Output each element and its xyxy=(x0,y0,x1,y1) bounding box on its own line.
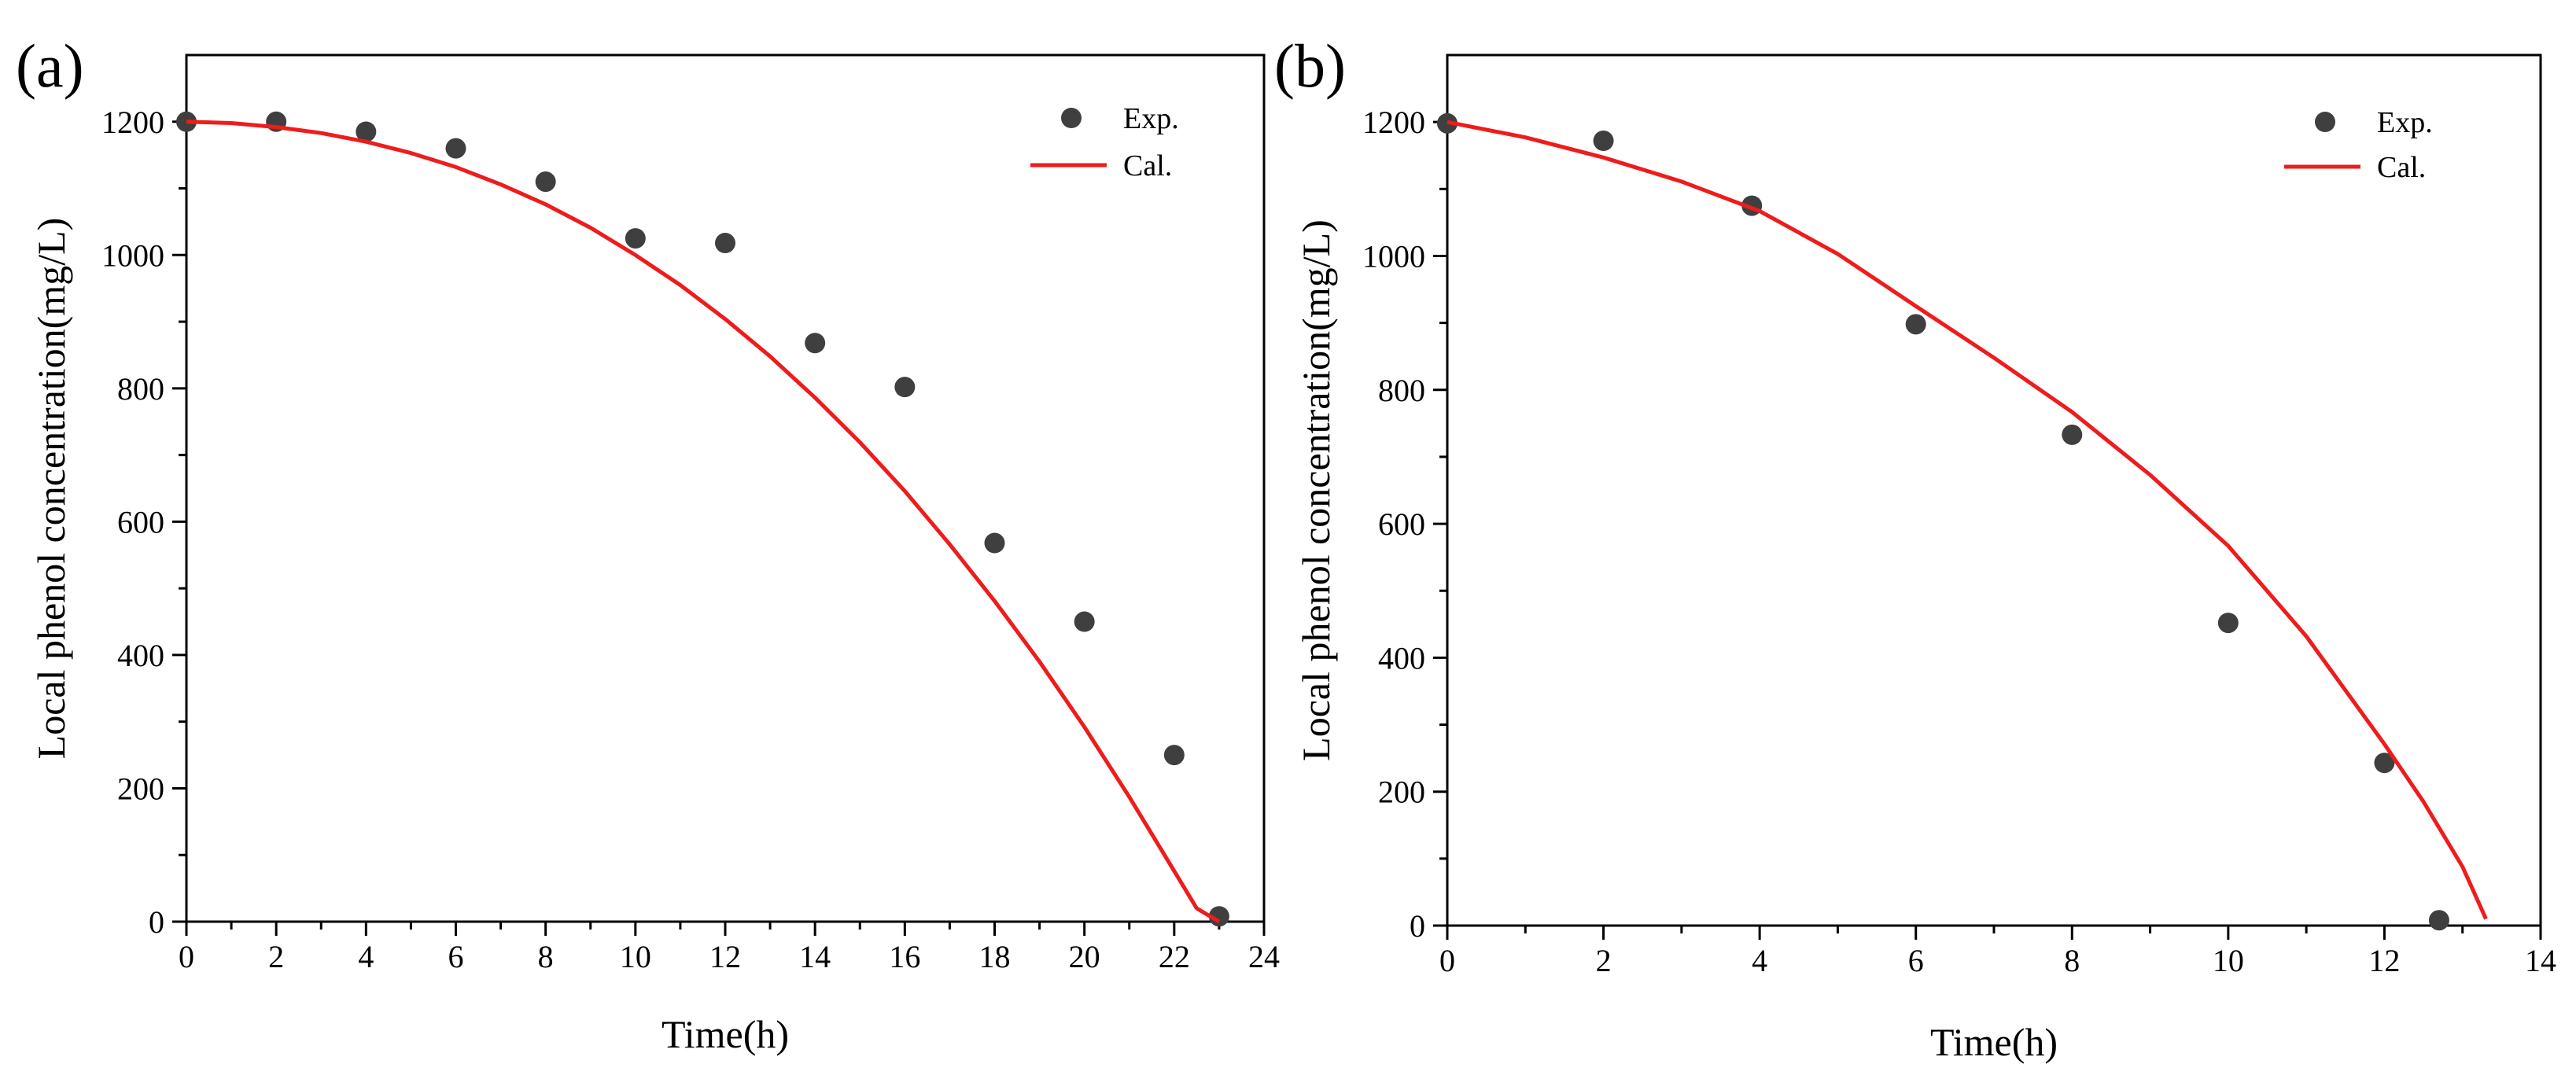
exp-point xyxy=(1208,906,1229,927)
panel-a: 0 2 4 6 8 10 12 14 16 18 20 22 240200400600800100012… xyxy=(16,31,1280,1056)
x-tick-label: 12 xyxy=(709,939,741,974)
plot-frame xyxy=(1446,53,2542,927)
exp-point xyxy=(1593,130,1614,151)
x-tick-label: 2 xyxy=(1596,943,1612,978)
y-tick-label: 600 xyxy=(1378,506,1425,542)
x-tick-label: 18 xyxy=(979,939,1011,974)
exp-point xyxy=(984,532,1005,554)
y-tick-label: 1000 xyxy=(101,237,164,273)
y-tick-label: 0 xyxy=(149,904,164,940)
x-axis-label: Time(h) xyxy=(662,1012,789,1056)
y-axis-label: Local phenol concentration(mg/L) xyxy=(29,218,73,760)
exp-point xyxy=(625,228,646,249)
legend-exp-label: Exp. xyxy=(1123,102,1179,135)
exp-point xyxy=(805,333,826,354)
exp-point xyxy=(356,121,377,142)
y-tick-label: 0 xyxy=(1410,908,1425,944)
x-tick-label: 6 xyxy=(448,939,464,974)
legend-exp-marker xyxy=(2315,112,2335,132)
exp-point xyxy=(445,138,466,159)
x-axis-label: Time(h) xyxy=(1930,1020,2058,1064)
legend-cal-label: Cal. xyxy=(1123,149,1172,182)
x-tick-label: 14 xyxy=(799,939,831,974)
y-tick-label: 1000 xyxy=(1362,238,1425,274)
cal-line xyxy=(186,120,1221,924)
exp-point xyxy=(894,377,916,398)
exp-point xyxy=(535,171,556,193)
y-tick-label: 800 xyxy=(117,371,164,407)
x-tick-label: 0 xyxy=(179,939,194,974)
cal-line xyxy=(1446,120,2488,920)
x-tick-label: 6 xyxy=(1908,943,1924,978)
exp-point xyxy=(2428,910,2449,931)
x-tick-label: 16 xyxy=(889,939,920,974)
y-tick-label: 800 xyxy=(1378,373,1425,408)
x-tick-label: 14 xyxy=(2525,943,2556,978)
x-tick-label: 2 xyxy=(268,939,284,974)
legend-cal-label: Cal. xyxy=(2377,151,2426,184)
x-tick-label: 4 xyxy=(358,939,374,974)
exp-point xyxy=(2374,753,2395,774)
legend-exp-marker xyxy=(1061,108,1082,128)
x-tick-label: 8 xyxy=(538,939,554,974)
exp-point xyxy=(176,111,197,132)
panel-label: (b) xyxy=(1274,31,1346,100)
exp-point xyxy=(1163,745,1185,766)
y-tick-label: 400 xyxy=(1378,640,1425,676)
y-axis-label: Local phenol concentration(mg/L) xyxy=(1294,219,1338,761)
y-tick-label: 400 xyxy=(117,638,164,673)
y-tick-label: 200 xyxy=(1378,775,1425,810)
x-tick-label: 8 xyxy=(2064,943,2080,978)
y-tick-label: 600 xyxy=(117,504,164,539)
x-tick-label: 10 xyxy=(620,939,651,974)
x-tick-label: 10 xyxy=(2213,943,2244,978)
legend-exp-label: Exp. xyxy=(2377,106,2433,139)
panel-b: 0 2 4 6 8 10 12 14 0 200 400 600 800 1000 1200 Time(h) L… xyxy=(1274,31,2556,1064)
exp-point xyxy=(1074,611,1095,632)
x-tick-label: 22 xyxy=(1159,939,1190,974)
x-tick-label: 24 xyxy=(1248,939,1280,974)
exp-point xyxy=(1905,314,1926,335)
x-tick-label: 12 xyxy=(2368,943,2400,978)
panel-label: (a) xyxy=(16,31,84,100)
y-tick-label: 1200 xyxy=(101,105,164,140)
x-tick-label: 4 xyxy=(1752,943,1767,978)
x-tick-label: 20 xyxy=(1069,939,1100,974)
y-tick-label: 200 xyxy=(117,771,164,806)
plot-frame xyxy=(185,53,1266,923)
y-tick-label: 1200 xyxy=(1362,105,1425,140)
exp-point xyxy=(2062,424,2083,445)
exp-point xyxy=(715,233,735,254)
exp-point xyxy=(2217,613,2239,634)
x-tick-label: 0 xyxy=(1439,943,1455,978)
